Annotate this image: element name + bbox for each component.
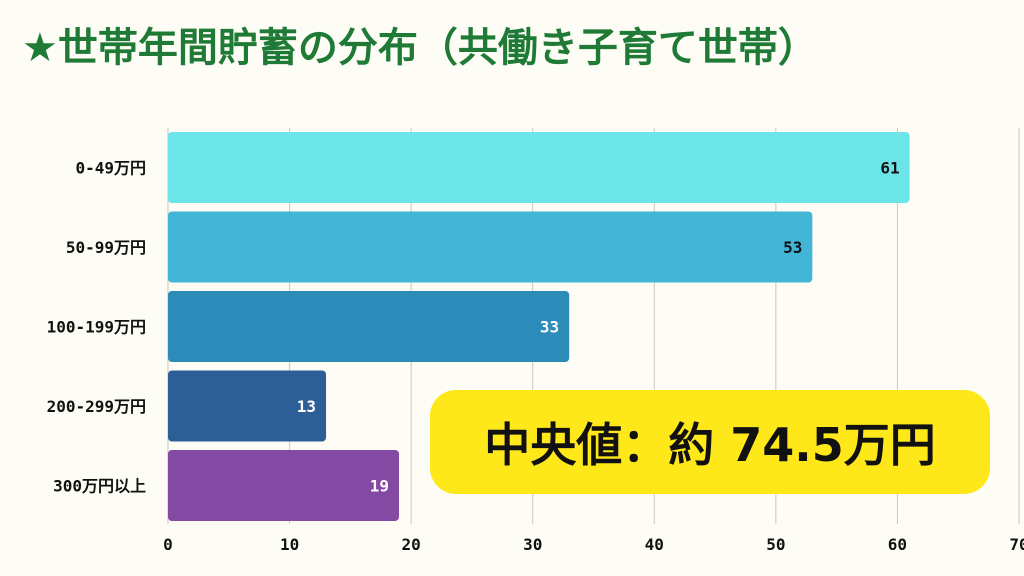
- bars: 61 53 33 13 19: [168, 132, 910, 521]
- bar-value-label: 53: [783, 238, 802, 257]
- x-tick-label: 40: [645, 535, 664, 554]
- chart-title: ★世帯年間貯蓄の分布（共働き子育て世帯）: [22, 25, 818, 71]
- median-callout: 中央値：約 74.5万円: [430, 390, 990, 494]
- bar: [168, 291, 570, 362]
- median-text: 中央値：約 74.5万円: [484, 418, 936, 472]
- bar: [168, 450, 399, 521]
- category-label: 300万円以上: [53, 477, 146, 496]
- category-label: 50-99万円: [66, 238, 146, 257]
- bar-value-label: 19: [370, 477, 389, 496]
- category-label: 0-49万円: [75, 159, 146, 178]
- x-tick-label: 30: [523, 535, 542, 554]
- x-tick-label: 70: [1009, 535, 1024, 554]
- bar: [168, 370, 327, 442]
- x-tick-label: 20: [402, 535, 421, 554]
- bar-value-label: 33: [540, 318, 559, 337]
- category-label: 100-199万円: [47, 318, 146, 337]
- x-tick-label: 10: [280, 535, 299, 554]
- bar-value-label: 61: [880, 159, 899, 178]
- x-axis-ticks: 0 10 20 30 40 50 60 70: [163, 535, 1024, 554]
- x-tick-label: 50: [766, 535, 785, 554]
- bar: [168, 132, 910, 203]
- bar: [168, 211, 813, 283]
- x-tick-label: 60: [888, 535, 907, 554]
- category-labels: 0-49万円 50-99万円 100-199万円 200-299万円 300万円以上: [47, 159, 146, 496]
- category-label: 200-299万円: [47, 397, 146, 416]
- bar-value-label: 13: [297, 397, 316, 416]
- x-tick-label: 0: [163, 535, 173, 554]
